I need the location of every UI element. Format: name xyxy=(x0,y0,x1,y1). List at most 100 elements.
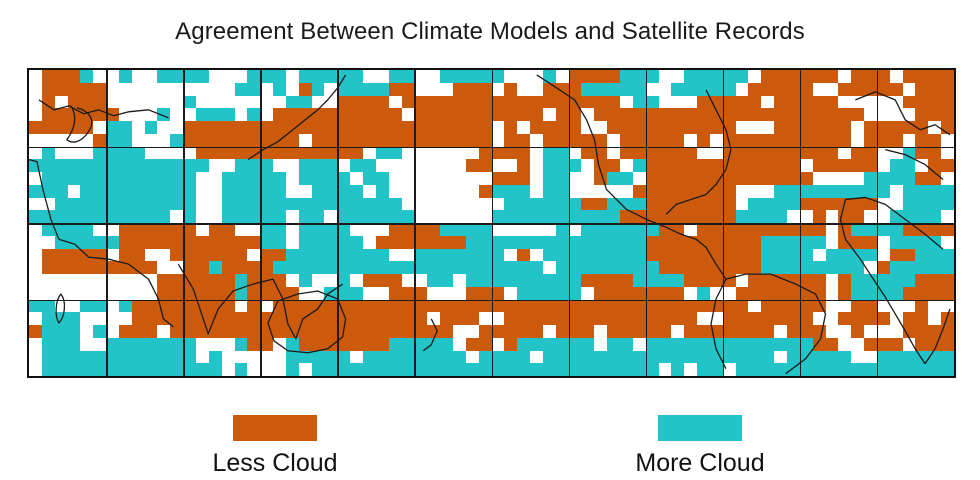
grid-cell xyxy=(41,82,55,96)
grid-cell xyxy=(915,223,929,236)
grid-cell xyxy=(697,210,710,223)
grid-cell xyxy=(684,184,698,198)
grid-cell xyxy=(877,147,890,160)
grid-cell xyxy=(786,108,800,121)
grid-cell xyxy=(311,146,325,160)
grid-cell xyxy=(812,133,826,147)
grid-cell xyxy=(928,325,942,338)
grid-cell xyxy=(786,299,800,313)
grid-cell xyxy=(80,70,94,83)
grid-cell xyxy=(67,363,81,376)
grid-cell xyxy=(709,223,723,236)
grid-cell xyxy=(427,121,441,134)
grid-cell xyxy=(941,223,954,236)
grid-cell xyxy=(298,235,312,249)
grid-cell xyxy=(851,351,864,364)
grid-cell xyxy=(273,235,286,249)
grid-cell xyxy=(697,121,710,134)
grid-cell xyxy=(684,299,698,313)
grid-cell xyxy=(350,363,364,376)
grid-cell xyxy=(209,210,222,223)
grid-cell xyxy=(928,337,942,351)
grid-cell xyxy=(209,96,222,109)
grid-cell xyxy=(479,312,492,325)
grid-cell xyxy=(196,363,209,376)
grid-cell xyxy=(478,286,492,300)
grid-cell xyxy=(684,172,698,185)
grid-cell xyxy=(581,235,595,249)
grid-cell xyxy=(80,108,94,121)
grid-cell xyxy=(928,146,942,160)
grid-cell xyxy=(350,133,364,147)
grid-cell xyxy=(247,235,261,249)
grid-cell xyxy=(864,210,877,223)
grid-cell xyxy=(786,337,800,351)
grid-cell xyxy=(157,83,170,96)
grid-cell xyxy=(851,286,865,300)
grid-cell xyxy=(851,223,865,236)
grid-cell xyxy=(735,363,749,376)
grid-cell xyxy=(234,261,248,274)
grid-cell xyxy=(221,286,235,300)
grid-cell xyxy=(658,350,672,364)
grid-cell xyxy=(581,350,595,364)
grid-cell xyxy=(54,248,68,262)
grid-cell xyxy=(902,274,916,287)
grid-cell xyxy=(851,134,864,147)
grid-cell xyxy=(928,95,942,109)
grid-cell xyxy=(440,350,453,364)
grid-cell xyxy=(594,274,608,287)
grid-cell xyxy=(388,350,402,364)
grid-cell xyxy=(363,197,376,211)
grid-cell xyxy=(748,350,762,364)
grid-cell xyxy=(363,159,376,172)
grid-cell xyxy=(479,172,492,185)
grid-cell xyxy=(222,83,235,96)
grid-cell xyxy=(915,82,929,96)
grid-cell xyxy=(401,312,415,325)
grid-cell xyxy=(67,82,81,96)
grid-cell xyxy=(645,312,659,325)
grid-cell xyxy=(492,223,505,236)
grid-cell xyxy=(55,287,68,300)
grid-cell xyxy=(491,325,505,338)
grid-cell xyxy=(684,287,697,300)
grid-cell xyxy=(607,82,620,96)
grid-cell xyxy=(196,351,209,364)
grid-cell xyxy=(465,337,479,351)
grid-cell xyxy=(273,70,286,83)
grid-cell xyxy=(864,261,877,274)
grid-cell xyxy=(659,83,672,96)
grid-cell xyxy=(298,172,312,185)
grid-cell xyxy=(568,274,582,287)
grid-cell xyxy=(106,184,119,198)
grid-cell xyxy=(607,261,620,274)
grid-cell xyxy=(157,159,171,172)
grid-cell xyxy=(118,248,132,262)
grid-cell xyxy=(337,121,351,134)
grid-cell xyxy=(722,261,736,274)
grid-cell xyxy=(183,108,196,121)
grid-cell xyxy=(709,299,723,313)
grid-cell xyxy=(350,248,364,262)
grid-cell xyxy=(607,108,620,121)
grid-cell xyxy=(324,337,338,351)
grid-cell xyxy=(196,325,209,338)
grid-cell xyxy=(543,108,556,121)
grid-cell xyxy=(183,83,196,96)
grid-cell xyxy=(491,146,505,160)
grid-cell xyxy=(67,261,81,274)
grid-cell xyxy=(825,121,839,134)
grid-cell xyxy=(440,261,453,274)
grid-cell xyxy=(311,337,325,351)
grid-cell xyxy=(902,184,916,198)
grid-cell xyxy=(736,198,749,211)
grid-cell xyxy=(684,197,698,211)
grid-cell xyxy=(235,108,248,121)
grid-cell xyxy=(504,261,518,274)
grid-cell xyxy=(286,70,299,83)
grid-cell xyxy=(131,197,145,211)
grid-cell xyxy=(504,312,518,325)
grid-cell xyxy=(145,134,158,147)
grid-cell xyxy=(375,197,389,211)
